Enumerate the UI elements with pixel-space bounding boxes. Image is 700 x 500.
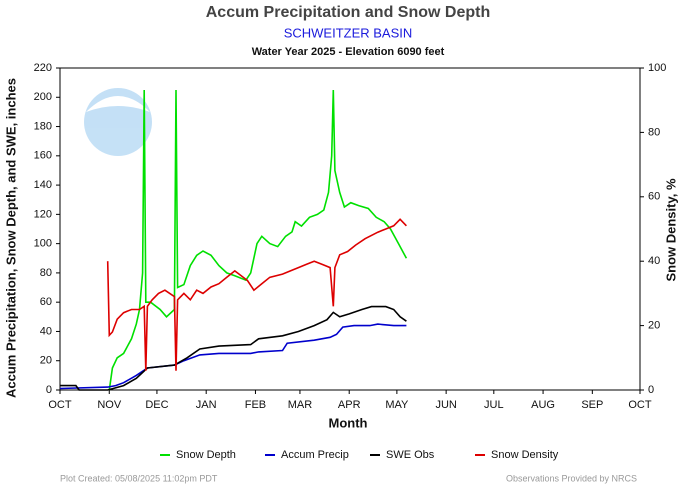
- x-tick-label: APR: [338, 399, 361, 411]
- plot-frame: [59, 67, 641, 391]
- series-line: [60, 305, 407, 391]
- x-tick-label: SEP: [581, 399, 603, 411]
- y-tick-label: 160: [34, 150, 52, 162]
- chart-subtitle: SCHWEITZER BASIN: [284, 25, 413, 40]
- x-tick-label: MAY: [385, 399, 409, 411]
- x-tick-label: JUL: [484, 399, 504, 411]
- series-line: [106, 218, 407, 371]
- x-tick-label: NOV: [97, 399, 122, 411]
- chart-subtitle-2: Water Year 2025 - Elevation 6090 feet: [252, 46, 445, 58]
- legend-label: Snow Depth: [176, 449, 236, 461]
- chart-title: Accum Precipitation and Snow Depth: [206, 4, 490, 21]
- y-tick-label: 140: [34, 179, 52, 191]
- footer-right: Observations Provided by NRCS: [506, 473, 637, 483]
- noaa-logo: [84, 88, 152, 156]
- y-tick-label: 120: [34, 208, 52, 220]
- x-tick-label: MAR: [288, 399, 313, 411]
- y2-tick-label: 80: [648, 126, 660, 138]
- x-tick-label: JAN: [196, 399, 217, 411]
- x-tick-label: OCT: [628, 399, 652, 411]
- y-axis-label: Accum Precipitation, Snow Depth, and SWE…: [3, 78, 18, 398]
- y2-tick-label: 40: [648, 255, 660, 267]
- x-tick-label: JUN: [435, 399, 456, 411]
- y-tick-label: 60: [40, 296, 52, 308]
- footer-left: Plot Created: 05/08/2025 11:02pm PDT: [60, 473, 218, 483]
- y-tick-label: 100: [34, 238, 52, 250]
- y-tick-label: 80: [40, 267, 52, 279]
- y2-tick-label: 0: [648, 384, 654, 396]
- legend-label: SWE Obs: [386, 449, 435, 461]
- y-tick-label: 20: [40, 355, 52, 367]
- y-tick-label: 220: [34, 62, 52, 74]
- y2-tick-label: 100: [648, 62, 666, 74]
- y-tick-label: 200: [34, 91, 52, 103]
- y2-axis-label: Snow Density, %: [663, 178, 678, 281]
- x-tick-label: FEB: [245, 399, 266, 411]
- x-tick-label: DEC: [145, 399, 168, 411]
- x-tick-label: AUG: [531, 399, 555, 411]
- legend-label: Accum Precip: [281, 449, 349, 461]
- series-line: [59, 323, 407, 390]
- y-tick-label: 0: [46, 384, 52, 396]
- y2-tick-label: 20: [648, 320, 660, 332]
- y-tick-label: 40: [40, 325, 52, 337]
- x-axis-label: Month: [329, 415, 368, 430]
- y-tick-label: 180: [34, 120, 52, 132]
- x-tick-label: OCT: [48, 399, 72, 411]
- series-line: [108, 89, 408, 391]
- y2-tick-label: 60: [648, 191, 660, 203]
- legend-label: Snow Density: [491, 449, 559, 461]
